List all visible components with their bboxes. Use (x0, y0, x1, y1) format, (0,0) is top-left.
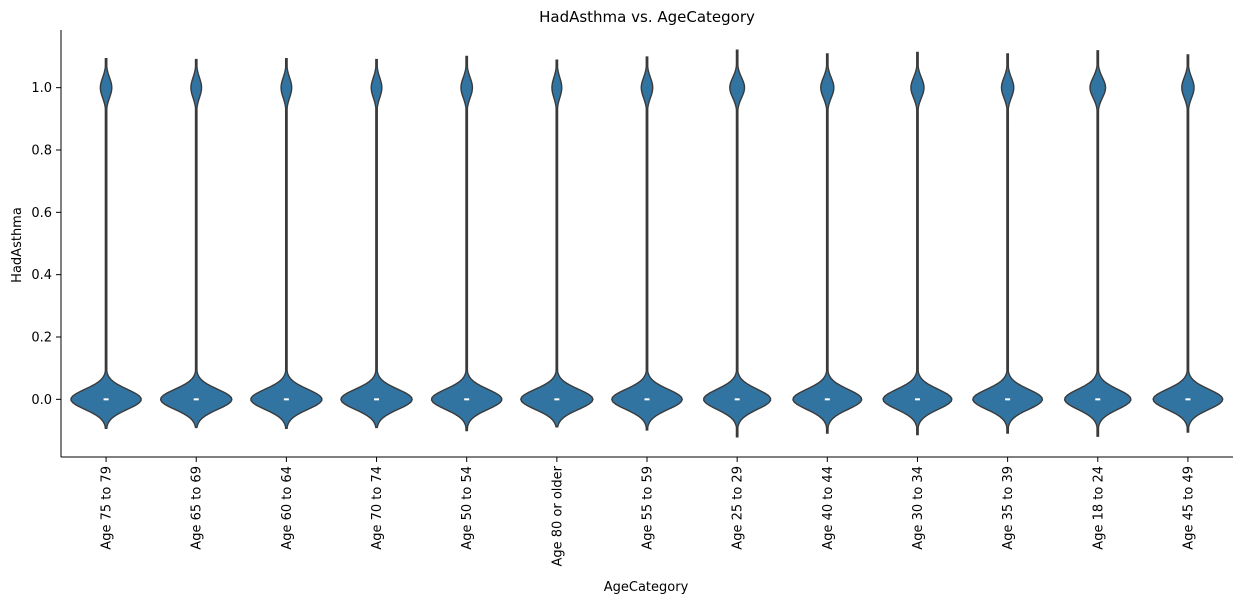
violin-age-45-to-49 (1152, 54, 1224, 433)
violin-age-35-to-39 (972, 53, 1044, 434)
x-tick-label: Age 55 to 59 (641, 466, 656, 550)
violin-age-18-to-24 (1063, 50, 1132, 437)
x-tick-label: Age 50 to 54 (460, 466, 475, 550)
x-tick-label: Age 45 to 49 (1181, 466, 1196, 550)
violin-age-25-to-29 (703, 49, 772, 438)
violin-age-70-to-74 (340, 58, 413, 429)
violin-age-75-to-79 (70, 57, 142, 430)
y-tick-label: 1.0 (31, 81, 52, 96)
y-axis-label: HadAsthma (10, 207, 25, 283)
violin-age-60-to-64 (250, 57, 323, 430)
x-axis-label: AgeCategory (604, 580, 689, 595)
y-axis: 0.0 0.2 0.4 0.6 0.8 1.0 (31, 30, 62, 457)
y-tick-label: 0.0 (31, 393, 52, 408)
violin-age-30-to-34 (882, 51, 953, 436)
violin-age-40-to-44 (792, 53, 863, 434)
x-axis: Age 75 to 79 Age 65 to 69 Age 60 to 64 Age … (61, 456, 1233, 567)
violin-age-80-or-older (520, 59, 594, 428)
x-tick-label: Age 65 to 69 (190, 466, 205, 550)
x-tick-label: Age 35 to 39 (1001, 466, 1016, 550)
violins-group (70, 49, 1224, 438)
x-tick-label: Age 70 to 74 (370, 466, 385, 550)
x-tick-label: Age 75 to 79 (100, 466, 115, 550)
y-tick-label: 0.6 (31, 206, 52, 221)
y-tick-label: 0.4 (31, 268, 52, 283)
y-tick-label: 0.8 (31, 143, 52, 158)
chart-title: HadAsthma vs. AgeCategory (539, 8, 755, 26)
y-tick-label: 0.2 (31, 331, 52, 346)
x-tick-label: Age 30 to 34 (911, 466, 926, 550)
violin-age-50-to-54 (430, 55, 503, 432)
x-tick-label: Age 18 to 24 (1091, 466, 1106, 550)
x-tick-label: Age 25 to 29 (731, 466, 746, 550)
violin-age-65-to-69 (159, 58, 233, 429)
violin-age-55-to-59 (611, 56, 683, 431)
x-tick-label: Age 60 to 64 (280, 466, 295, 550)
x-tick-label: Age 40 to 44 (821, 466, 836, 550)
x-tick-label: Age 80 or older (550, 465, 565, 566)
